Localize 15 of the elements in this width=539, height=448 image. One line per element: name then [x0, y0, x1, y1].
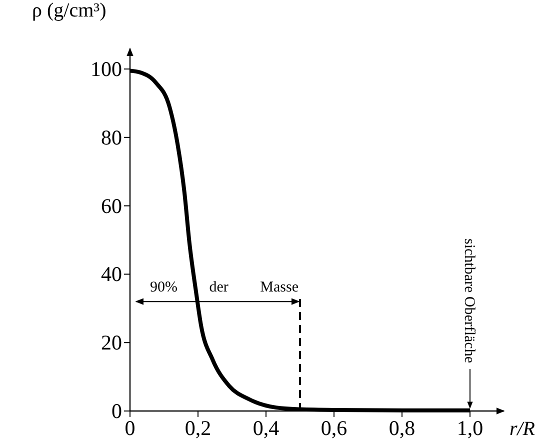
annotation: sichtbare Oberfläche: [461, 238, 477, 364]
y-tick-label: 100: [90, 57, 122, 81]
x-axis-title: r/R: [509, 418, 535, 440]
x-tick-label: 1,0: [456, 416, 484, 440]
x-tick-label: 0,8: [388, 416, 416, 440]
annotation: 90% der Masse: [150, 280, 299, 296]
x-tick-label: 0,2: [184, 416, 212, 440]
y-tick-label: 0: [112, 399, 122, 423]
x-tick-label: 0,4: [252, 416, 280, 440]
y-tick-label: 80: [101, 125, 122, 150]
y-axis-title: ρ (g/cm³): [32, 0, 106, 22]
y-tick-label: 40: [101, 262, 122, 286]
x-tick-label: 0,6: [320, 416, 348, 440]
y-tick-label: 60: [101, 194, 122, 218]
y-tick-label: 20: [101, 330, 122, 355]
